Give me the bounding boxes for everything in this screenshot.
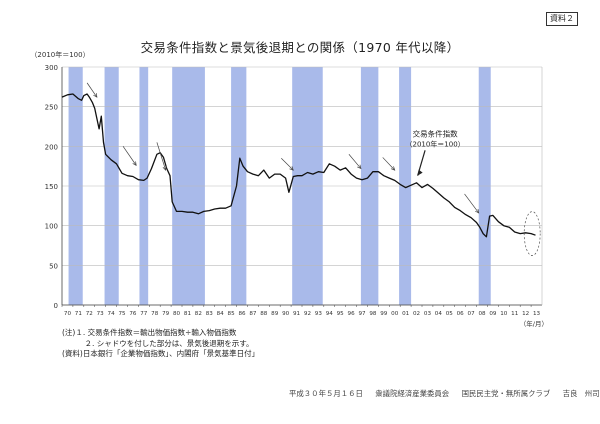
xtick-label-98: 98: [369, 311, 377, 317]
notes-block: (注)１. 交易条件指数＝輸出物価指数÷輸入物価指数 ２. シャドウを付した部分…: [62, 328, 259, 360]
trend-arrow-4: [348, 154, 362, 169]
trend-arrow-head-3: [289, 166, 294, 171]
xtick-label-11: 11: [511, 311, 519, 317]
trend-arrow-6: [464, 193, 480, 214]
ytick-label-250: 250: [45, 104, 58, 112]
xtick-label-92: 92: [304, 311, 311, 317]
xtick-label-85: 85: [228, 311, 236, 317]
xtick-label-99: 99: [380, 311, 388, 317]
trend-arrow-1: [122, 146, 137, 166]
annotation-arrow-head: [417, 169, 423, 176]
xtick-label-09: 09: [489, 311, 497, 317]
xtick-label-97: 97: [358, 311, 366, 317]
xtick-label-89: 89: [271, 311, 279, 317]
trend-arrow-head-5: [390, 166, 396, 171]
trend-arrow-head-6: [475, 208, 480, 214]
xtick-label-06: 06: [457, 311, 465, 317]
ytick-label-50: 50: [49, 262, 58, 270]
ytick-label-100: 100: [45, 223, 58, 231]
annotation-label: 交易条件指数: [413, 128, 458, 138]
xtick-label-08: 08: [478, 311, 486, 317]
document-label: 資料２: [546, 12, 578, 26]
xtick-label-95: 95: [337, 311, 345, 317]
xtick-label-07: 07: [468, 311, 476, 317]
trend-arrow-head-4: [357, 164, 362, 170]
trend-arrow-2: [156, 142, 166, 171]
ytick-label-300: 300: [45, 64, 58, 72]
highlight-ellipse: [523, 211, 541, 256]
ytick-label-200: 200: [45, 143, 58, 151]
xtick-label-78: 78: [151, 311, 159, 317]
xtick-label-74: 74: [108, 311, 116, 317]
xtick-label-77: 77: [140, 311, 148, 317]
xtick-label-75: 75: [118, 311, 126, 317]
xtick-label-84: 84: [217, 311, 225, 317]
xtick-label-93: 93: [315, 311, 323, 317]
xtick-label-73: 73: [97, 311, 105, 317]
xtick-label-04: 04: [435, 311, 443, 317]
xtick-label-03: 03: [424, 311, 432, 317]
xtick-label-87: 87: [249, 311, 257, 317]
xtick-label-80: 80: [173, 311, 181, 317]
annotation-sublabel: （2010年＝100）: [405, 139, 464, 148]
trend-arrow-0: [86, 82, 98, 98]
ytick-label-150: 150: [45, 183, 58, 191]
xtick-label-05: 05: [446, 311, 454, 317]
xtick-label-10: 10: [500, 311, 508, 317]
trend-arrow-head-2: [162, 166, 167, 171]
trend-arrow-head-0: [93, 93, 98, 98]
xtick-label-90: 90: [282, 311, 290, 317]
footer-committee: 衆議院経済産業委員会: [375, 389, 450, 398]
ytick-label-0: 0: [54, 302, 58, 310]
xtick-label-79: 79: [162, 311, 170, 317]
xtick-label-01: 01: [402, 311, 410, 317]
xtick-label-72: 72: [86, 311, 93, 317]
footer: 平成３０年５月１６日 衆議院経済産業委員会 国民民主党・無所属クラブ 吉良 州司: [289, 388, 600, 399]
footer-speaker: 吉良 州司: [562, 389, 600, 398]
xtick-label-00: 00: [391, 311, 399, 317]
xtick-label-88: 88: [260, 311, 268, 317]
footer-date: 平成３０年５月１６日: [289, 389, 363, 398]
xtick-label-02: 02: [413, 311, 420, 317]
xtick-label-81: 81: [184, 311, 192, 317]
xtick-label-71: 71: [75, 311, 83, 317]
xtick-label-82: 82: [195, 311, 202, 317]
chart-title: 交易条件指数と景気後退期との関係（1970 年代以降）: [140, 40, 460, 55]
trend-arrow-5: [382, 157, 395, 171]
note-source: (資料)日本銀行「企業物価指数」、内閣府「景気基準日付」: [62, 349, 260, 358]
xtick-label-70: 70: [64, 311, 72, 317]
xtick-label-83: 83: [206, 311, 214, 317]
annotation-layer: 交易条件指数（2010年＝100）: [86, 82, 541, 256]
xtick-label-86: 86: [238, 311, 246, 317]
y-axis-unit-label: （2010年＝100）: [30, 50, 89, 59]
trend-arrow-head-1: [132, 161, 137, 167]
note-1: (注)１. 交易条件指数＝輸出物価指数÷輸入物価指数: [62, 328, 237, 337]
xtick-label-91: 91: [293, 311, 301, 317]
trend-arrow-3: [281, 157, 294, 171]
series-line-layer: [61, 93, 536, 238]
x-axis-unit-label: （年/月）: [520, 319, 548, 328]
note-2: ２. シャドウを付した部分は、景気後退期を示す。: [62, 338, 254, 348]
xtick-label-12: 12: [522, 311, 529, 317]
xtick-label-94: 94: [326, 311, 334, 317]
xtick-label-76: 76: [129, 311, 137, 317]
footer-party: 国民民主党・無所属クラブ: [461, 389, 551, 398]
xtick-label-13: 13: [533, 311, 541, 317]
series-line-terms-of-trade: [61, 93, 536, 238]
xtick-label-96: 96: [348, 311, 356, 317]
